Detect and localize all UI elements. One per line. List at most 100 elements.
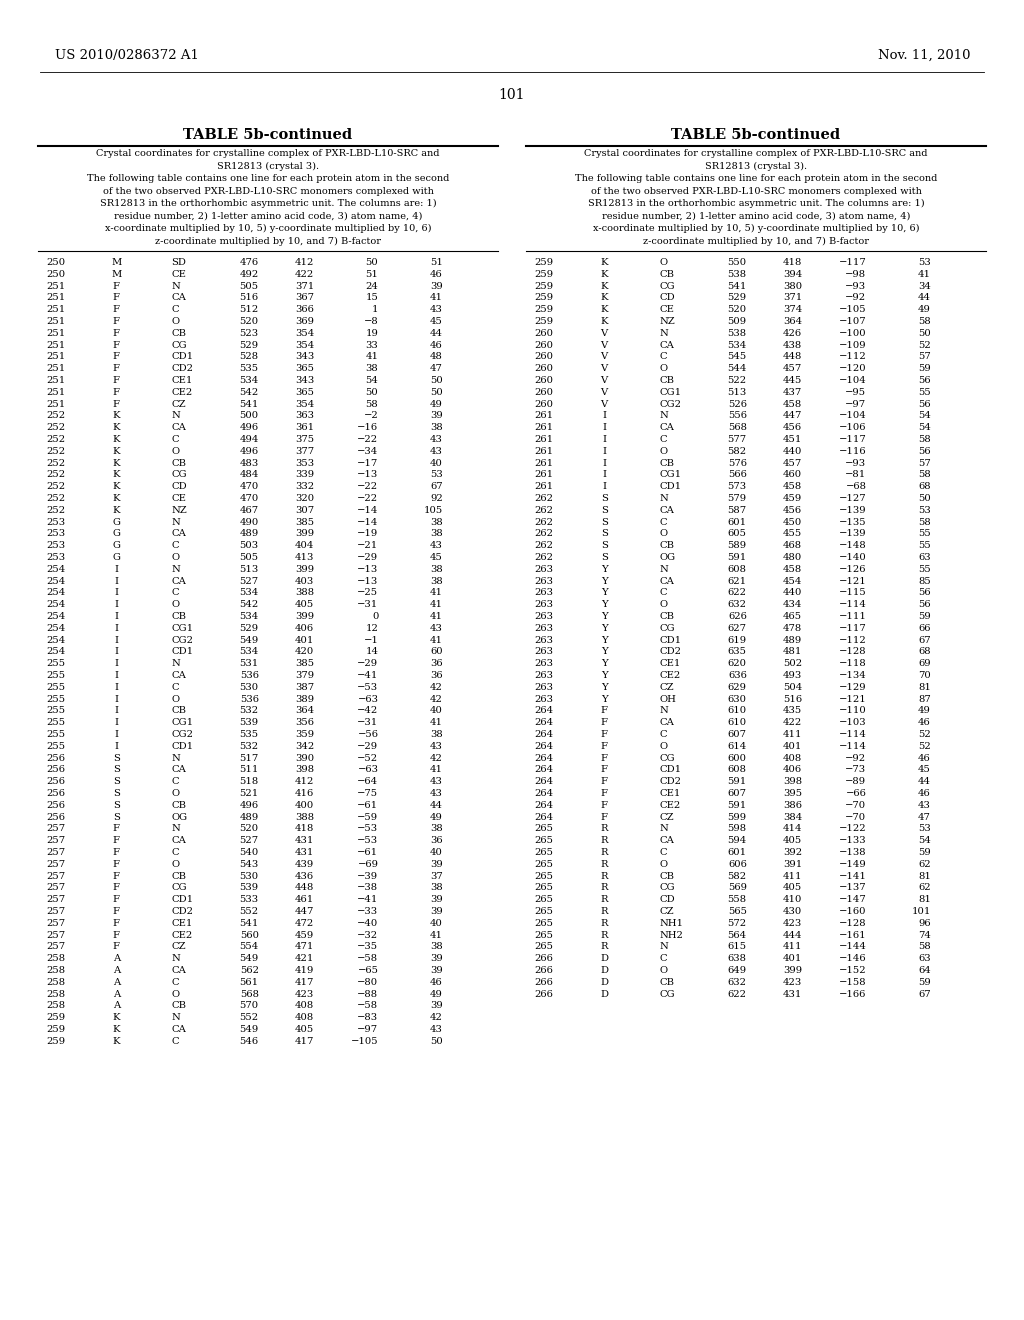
Text: 43: 43: [430, 1026, 442, 1034]
Text: 260: 260: [535, 352, 554, 362]
Text: F: F: [113, 329, 120, 338]
Text: I: I: [115, 742, 118, 751]
Text: 263: 263: [535, 612, 554, 620]
Text: 45: 45: [918, 766, 931, 775]
Text: CG1: CG1: [659, 470, 682, 479]
Text: C: C: [171, 978, 179, 987]
Text: CD2: CD2: [659, 647, 681, 656]
Text: R: R: [600, 847, 608, 857]
Text: −146: −146: [839, 954, 866, 964]
Text: 52: 52: [919, 341, 931, 350]
Text: 257: 257: [46, 883, 66, 892]
Text: 401: 401: [782, 954, 802, 964]
Text: 262: 262: [535, 553, 554, 562]
Text: CB: CB: [171, 706, 186, 715]
Text: 253: 253: [46, 529, 66, 539]
Text: F: F: [113, 341, 120, 350]
Text: 380: 380: [783, 281, 802, 290]
Text: 570: 570: [240, 1002, 259, 1010]
Text: 40: 40: [430, 919, 442, 928]
Text: V: V: [600, 364, 608, 374]
Text: R: R: [600, 883, 608, 892]
Text: CZ: CZ: [659, 682, 674, 692]
Text: 436: 436: [295, 871, 314, 880]
Text: 36: 36: [430, 836, 442, 845]
Text: −133: −133: [839, 836, 866, 845]
Text: 0: 0: [372, 612, 379, 620]
Text: −58: −58: [357, 954, 379, 964]
Text: K: K: [113, 1026, 120, 1034]
Text: 38: 38: [430, 565, 442, 574]
Text: −129: −129: [839, 682, 866, 692]
Text: −35: −35: [357, 942, 379, 952]
Text: 261: 261: [535, 458, 554, 467]
Text: N: N: [659, 942, 668, 952]
Text: −141: −141: [839, 871, 866, 880]
Text: −38: −38: [357, 883, 379, 892]
Text: Y: Y: [601, 636, 607, 644]
Text: C: C: [659, 589, 667, 598]
Text: C: C: [659, 730, 667, 739]
Text: 615: 615: [728, 942, 746, 952]
Text: 550: 550: [728, 257, 746, 267]
Text: Y: Y: [601, 565, 607, 574]
Text: TABLE 5b-continued: TABLE 5b-continued: [183, 128, 352, 143]
Text: F: F: [601, 718, 607, 727]
Text: 101: 101: [911, 907, 931, 916]
Text: 105: 105: [424, 506, 442, 515]
Text: 649: 649: [728, 966, 746, 975]
Text: −14: −14: [357, 517, 379, 527]
Text: 43: 43: [430, 436, 442, 444]
Text: 408: 408: [782, 754, 802, 763]
Text: CA: CA: [171, 577, 186, 586]
Text: 530: 530: [240, 871, 259, 880]
Text: F: F: [113, 376, 120, 385]
Text: 59: 59: [919, 847, 931, 857]
Text: I: I: [115, 636, 118, 644]
Text: 447: 447: [295, 907, 314, 916]
Text: 320: 320: [295, 494, 314, 503]
Text: 353: 353: [295, 458, 314, 467]
Text: 365: 365: [295, 364, 314, 374]
Text: F: F: [113, 352, 120, 362]
Text: CE1: CE1: [659, 659, 681, 668]
Text: 38: 38: [430, 424, 442, 432]
Text: V: V: [600, 329, 608, 338]
Text: 385: 385: [295, 659, 314, 668]
Text: 622: 622: [728, 589, 746, 598]
Text: 252: 252: [46, 458, 66, 467]
Text: 552: 552: [240, 907, 259, 916]
Text: K: K: [113, 1014, 120, 1022]
Text: 620: 620: [728, 659, 746, 668]
Text: 549: 549: [240, 1026, 259, 1034]
Text: CE: CE: [171, 494, 186, 503]
Text: 45: 45: [430, 553, 442, 562]
Text: 417: 417: [295, 1036, 314, 1045]
Text: 395: 395: [783, 789, 802, 799]
Text: 252: 252: [46, 436, 66, 444]
Text: 257: 257: [46, 907, 66, 916]
Text: 594: 594: [727, 836, 746, 845]
Text: 266: 266: [535, 954, 554, 964]
Text: −14: −14: [357, 506, 379, 515]
Text: 259: 259: [46, 1036, 66, 1045]
Text: 530: 530: [240, 682, 259, 692]
Text: −56: −56: [357, 730, 379, 739]
Text: 343: 343: [295, 352, 314, 362]
Text: 38: 38: [430, 883, 442, 892]
Text: 41: 41: [366, 352, 379, 362]
Text: 484: 484: [240, 470, 259, 479]
Text: I: I: [115, 659, 118, 668]
Text: 260: 260: [535, 376, 554, 385]
Text: 392: 392: [783, 847, 802, 857]
Text: O: O: [171, 446, 179, 455]
Text: 63: 63: [919, 954, 931, 964]
Text: −128: −128: [839, 647, 866, 656]
Text: 39: 39: [430, 907, 442, 916]
Text: 253: 253: [46, 517, 66, 527]
Text: 43: 43: [430, 446, 442, 455]
Text: 423: 423: [782, 919, 802, 928]
Text: 50: 50: [366, 257, 379, 267]
Text: Crystal coordinates for crystalline complex of PXR-LBD-L10-SRC and: Crystal coordinates for crystalline comp…: [96, 149, 439, 158]
Text: O: O: [171, 694, 179, 704]
